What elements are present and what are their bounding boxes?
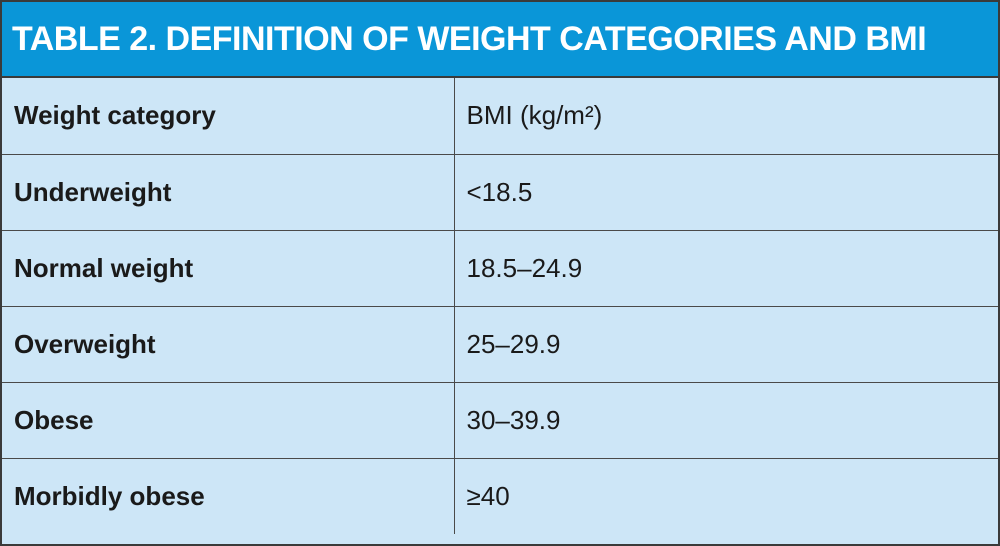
table-cell: 18.5–24.9 bbox=[454, 229, 998, 306]
table-cell: ≥40 bbox=[454, 457, 998, 534]
table-cell: Weight category bbox=[2, 78, 455, 154]
table: Weight category BMI (kg/m²) Underweight <18… bbox=[2, 78, 998, 534]
table-title: TABLE 2. DEFINITION OF WEIGHT CATEGORIES… bbox=[2, 2, 998, 78]
table-cell: 30–39.9 bbox=[454, 381, 998, 458]
table-row: Overweight 25–29.9 bbox=[2, 305, 998, 382]
table-row: Obese 30–39.9 bbox=[2, 381, 998, 458]
table-cell: Normal weight bbox=[2, 229, 455, 306]
table-body: Weight category BMI (kg/m²) Underweight <18… bbox=[2, 78, 998, 534]
table-cell: 25–29.9 bbox=[454, 305, 998, 382]
table-row: Underweight <18.5 bbox=[2, 153, 998, 230]
table-cell: Morbidly obese bbox=[2, 457, 455, 534]
table-cell: BMI (kg/m²) bbox=[454, 78, 998, 154]
header-row: Weight category BMI (kg/m²) bbox=[2, 78, 998, 154]
table-cell: Obese bbox=[2, 381, 455, 458]
table-cell: <18.5 bbox=[454, 153, 998, 230]
table-row: Morbidly obese ≥40 bbox=[2, 457, 998, 534]
table-row: Normal weight 18.5–24.9 bbox=[2, 229, 998, 306]
table-cell: Underweight bbox=[2, 153, 455, 230]
table-cell: Overweight bbox=[2, 305, 455, 382]
